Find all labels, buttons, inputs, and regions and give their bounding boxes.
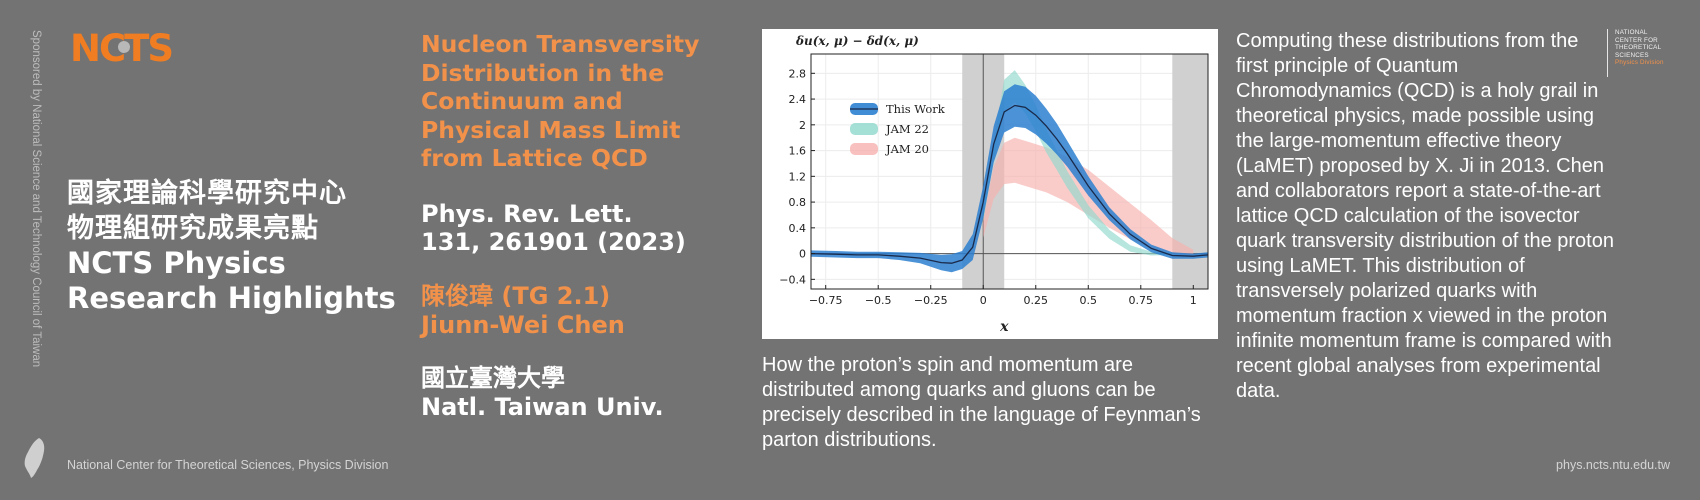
plot-frame bbox=[810, 53, 1209, 290]
institution-en: Natl. Taiwan Univ. bbox=[421, 392, 664, 421]
legend-label: JAM 22 bbox=[885, 122, 929, 136]
legend-swatch bbox=[850, 143, 878, 155]
chart-title: δu(x, μ) − δd(x, μ) bbox=[795, 34, 919, 48]
x-tick-label: 1 bbox=[1190, 294, 1197, 307]
legend-swatch bbox=[850, 123, 878, 135]
brand-line: SCIENCES bbox=[1615, 51, 1649, 59]
x-tick-label: 0.25 bbox=[1024, 294, 1049, 307]
sponsor-text: Sponsored by National Science and Techno… bbox=[30, 30, 42, 368]
paper-title-line: Continuum and bbox=[421, 87, 623, 115]
y-tick-label: 0 bbox=[799, 248, 806, 261]
y-tick-label: 1.2 bbox=[789, 170, 807, 183]
paper-title-line: Distribution in the bbox=[421, 58, 665, 87]
transversity-plot: −0.75 −0.5 −0.25 0 0.25 0.5 0.75 1 −0.4 0 0.4 0.8 1.… bbox=[762, 29, 1218, 339]
highlight-en-line2: Research Highlights bbox=[67, 281, 396, 315]
author-en: Jiunn-Wei Chen bbox=[421, 310, 625, 339]
y-tick-label: −0.4 bbox=[779, 273, 806, 286]
y-tick-label: 2.8 bbox=[789, 67, 807, 80]
brand-line: THEORETICAL bbox=[1615, 44, 1662, 52]
y-tick-label: 2.4 bbox=[789, 93, 807, 106]
legend-label: JAM 20 bbox=[885, 142, 929, 156]
brand-division: Physics Division bbox=[1615, 59, 1664, 67]
x-tick-label: −0.25 bbox=[914, 294, 948, 307]
legend-label: This Work bbox=[886, 102, 946, 116]
footer-organization: National Center for Theoretical Sciences… bbox=[67, 458, 389, 472]
y-tick-label: 0.8 bbox=[789, 196, 807, 209]
journal-volume: 131, 261901 (2023) bbox=[421, 227, 686, 256]
sponsor-vertical-text: Sponsored by National Science and Techno… bbox=[24, 30, 44, 402]
plot-svg: −0.75 −0.5 −0.25 0 0.25 0.5 0.75 1 −0.4 0 0.4 0.8 1.… bbox=[779, 34, 1209, 335]
taiwan-map-icon bbox=[22, 437, 48, 479]
body-text: Computing these distributions from the f… bbox=[1236, 30, 1614, 402]
ncts-logo: NCTS bbox=[70, 27, 200, 70]
x-tick-label: 0.5 bbox=[1080, 294, 1098, 307]
highlight-zh-line1: 國家理論科學研究中心 bbox=[67, 178, 347, 209]
highlight-title: 國家理論科學研究中心 物理組研究成果亮點 NCTS Physics Resear… bbox=[67, 176, 396, 316]
y-tick-label: 2 bbox=[799, 119, 806, 132]
paper-title: Nucleon Transversity Distribution in the… bbox=[421, 30, 721, 173]
figure-caption: How the proton’s spin and momentum are d… bbox=[762, 354, 1201, 451]
ncts-brand-mark: NATIONAL CENTER FOR THEORETICAL SCIENCES… bbox=[1607, 29, 1687, 77]
x-tick-label: 0.75 bbox=[1129, 294, 1154, 307]
x-tick-label: 0 bbox=[980, 294, 987, 307]
series-band-jam-20 bbox=[983, 137, 1194, 255]
x-tick-label: −0.75 bbox=[809, 294, 843, 307]
footer-website-link[interactable]: phys.ncts.ntu.edu.tw bbox=[1556, 458, 1670, 472]
journal-reference: Phys. Rev. Lett. 131, 261901 (2023) bbox=[421, 200, 721, 256]
paper-title-line: from Lattice QCD bbox=[421, 144, 648, 172]
x-tick-label: −0.5 bbox=[865, 294, 892, 307]
series-line-this-work bbox=[810, 104, 1209, 264]
brand-line: CENTER FOR bbox=[1615, 36, 1658, 44]
institution-zh: 國立臺灣大學 bbox=[421, 363, 565, 392]
y-tick-label: 1.6 bbox=[789, 145, 807, 158]
paper-title-line: Physical Mass Limit bbox=[421, 115, 681, 144]
journal-name: Phys. Rev. Lett. bbox=[421, 199, 633, 228]
highlight-en-line1: NCTS Physics bbox=[67, 246, 286, 280]
paper-info: Nucleon Transversity Distribution in the… bbox=[421, 30, 721, 422]
x-axis-label: x bbox=[999, 319, 1009, 335]
highlight-zh-line2: 物理組研究成果亮點 bbox=[67, 213, 319, 244]
brand-line: NATIONAL bbox=[1615, 29, 1648, 36]
author-zh: 陳俊瑋 (TG 2.1) bbox=[421, 281, 611, 310]
paper-title-line: Nucleon Transversity bbox=[421, 30, 700, 58]
y-tick-label: 0.4 bbox=[789, 222, 807, 235]
